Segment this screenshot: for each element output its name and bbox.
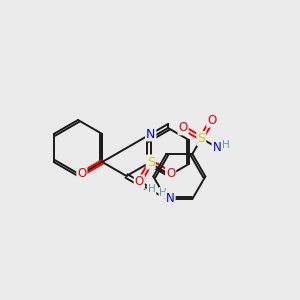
Text: H: H: [222, 140, 230, 150]
Text: N: N: [146, 128, 155, 140]
Text: O: O: [207, 114, 217, 127]
Text: N: N: [212, 141, 221, 154]
Text: O: O: [178, 122, 188, 134]
Text: S: S: [147, 155, 155, 169]
Text: O: O: [166, 167, 175, 180]
Text: N: N: [166, 191, 175, 205]
Text: H: H: [148, 184, 155, 194]
Text: H: H: [160, 188, 167, 198]
Text: O: O: [77, 167, 86, 180]
Text: S: S: [197, 132, 205, 145]
Text: O: O: [135, 176, 144, 188]
